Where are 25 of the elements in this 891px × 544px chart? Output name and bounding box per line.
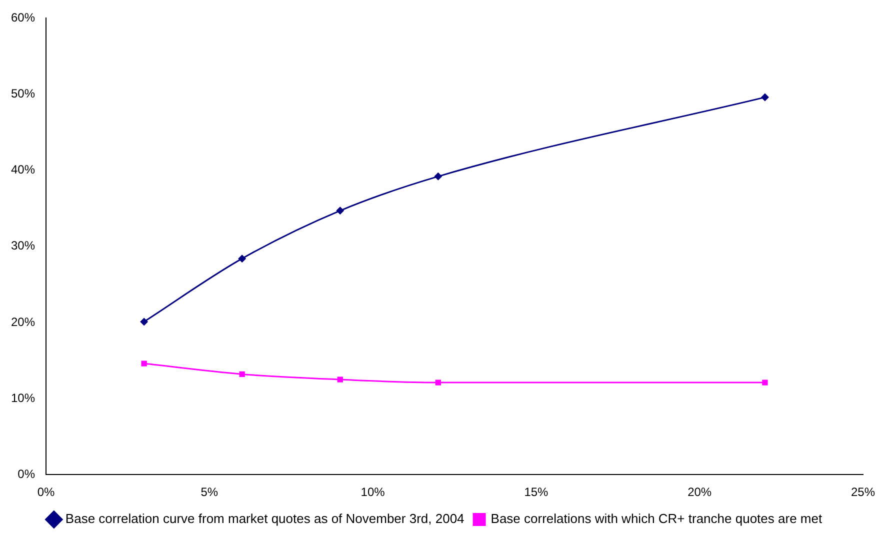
point — [239, 371, 245, 378]
y-tick-label: 0% — [18, 466, 36, 481]
legend-label: Base correlation curve from market quotes as of November 3rd, 2004 — [65, 511, 464, 526]
y-tick-label: 40% — [10, 162, 36, 177]
point — [238, 254, 246, 263]
x-tick-label: 20% — [688, 485, 712, 500]
point — [760, 93, 769, 102]
point — [762, 380, 768, 386]
point — [140, 318, 148, 326]
x-tick-label: 5% — [200, 485, 218, 500]
x-tick-label: 15% — [524, 485, 549, 500]
legend-label: Base correlations with which CR+ tranche quotes are met — [490, 511, 822, 526]
y-tick-label: 20% — [10, 314, 36, 329]
point — [336, 206, 344, 215]
y-tick-label: 30% — [10, 238, 36, 253]
point — [141, 360, 147, 366]
y-tick-label: 50% — [10, 86, 36, 101]
y-tick-label: 60% — [10, 10, 36, 25]
point — [434, 172, 442, 180]
y-tick-label: 10% — [10, 390, 36, 405]
x-tick-label: 0% — [37, 485, 56, 500]
point — [435, 380, 441, 386]
x-tick-label: 25% — [850, 485, 876, 500]
point — [337, 376, 343, 382]
x-tick-label: 10% — [360, 485, 386, 500]
